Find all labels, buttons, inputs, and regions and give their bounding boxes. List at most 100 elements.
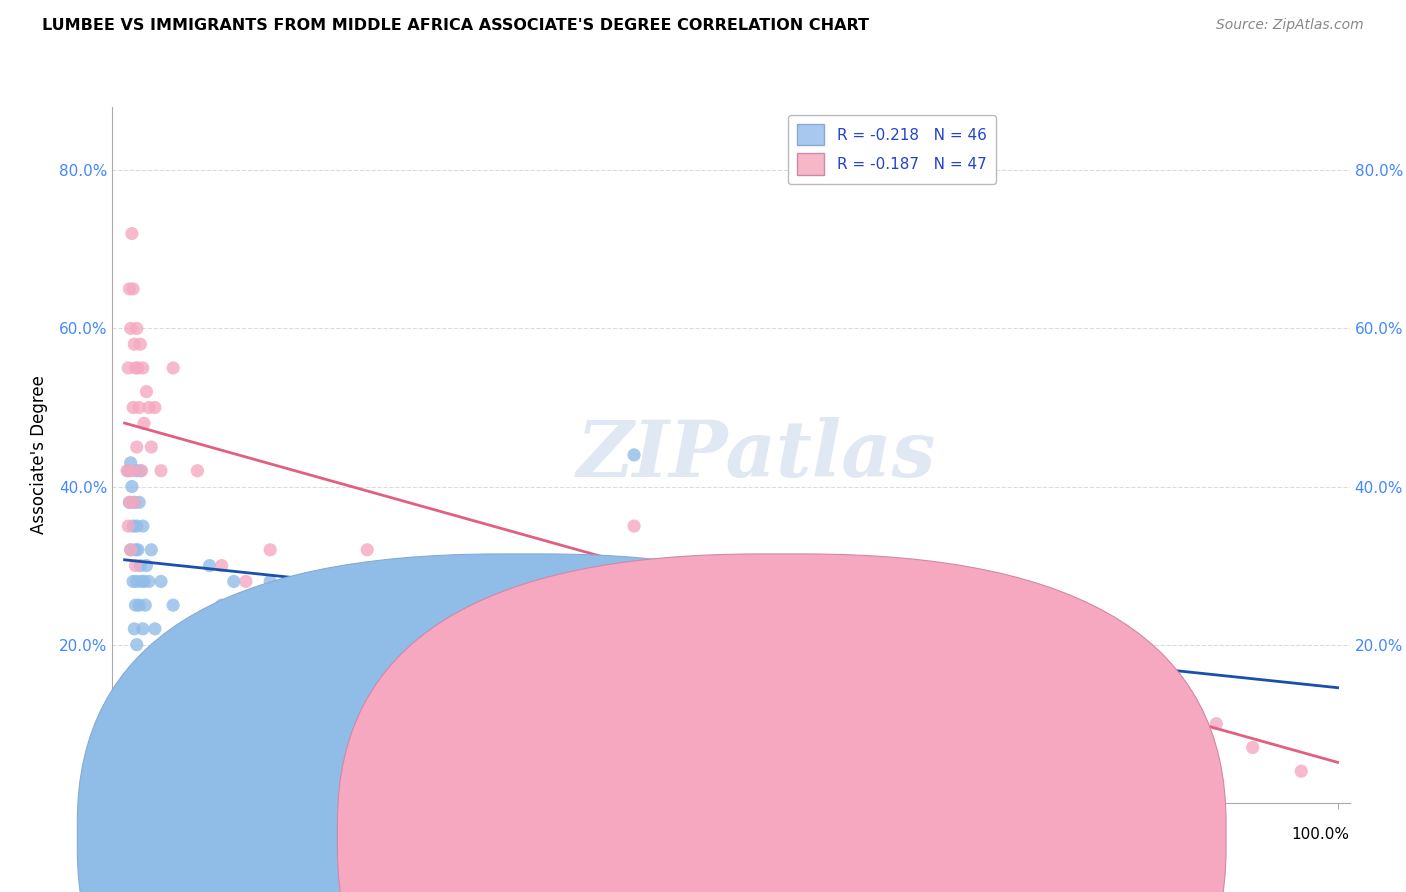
Point (174, 622, 197, 636)
Point (1289, 764, 1312, 779)
Text: LUMBEE VS IMMIGRANTS FROM MIDDLE AFRICA ASSOCIATE'S DEGREE CORRELATION CHART: LUMBEE VS IMMIGRANTS FROM MIDDLE AFRICA … (42, 18, 869, 33)
Point (963, 661, 986, 675)
Point (162, 598, 184, 612)
Point (121, 479, 143, 493)
Point (138, 401, 160, 415)
Point (259, 542, 281, 557)
Point (120, 542, 142, 557)
Point (132, 622, 155, 636)
Point (295, 574, 318, 589)
Point (135, 558, 157, 573)
Point (124, 558, 146, 573)
Point (132, 360, 155, 375)
Point (125, 321, 148, 335)
Point (720, 622, 742, 636)
Point (128, 401, 150, 415)
Text: 0.0%: 0.0% (112, 827, 152, 841)
Point (963, 661, 986, 675)
Point (150, 574, 173, 589)
Point (125, 464, 148, 478)
Point (120, 542, 142, 557)
Point (1144, 693, 1167, 707)
Point (235, 622, 257, 636)
Point (122, 401, 145, 415)
Point (356, 542, 378, 557)
Point (124, 337, 146, 351)
Point (118, 495, 141, 509)
Point (134, 598, 156, 612)
Point (141, 542, 163, 557)
Point (118, 282, 141, 296)
Point (124, 495, 146, 509)
Point (623, 519, 645, 533)
Point (117, 519, 139, 533)
Point (132, 519, 155, 533)
Point (117, 360, 139, 375)
Point (124, 542, 146, 557)
Point (122, 574, 145, 589)
Point (380, 598, 402, 612)
Legend: R = -0.218   N = 46, R = -0.187   N = 47: R = -0.218 N = 46, R = -0.187 N = 47 (787, 115, 995, 184)
Point (132, 417, 155, 431)
Point (121, 464, 143, 478)
Point (120, 321, 142, 335)
Point (127, 542, 149, 557)
Text: Source: ZipAtlas.com: Source: ZipAtlas.com (1216, 18, 1364, 32)
Text: Immigrants from Middle Africa: Immigrants from Middle Africa (813, 827, 1045, 841)
Point (623, 448, 645, 462)
Point (138, 574, 160, 589)
Point (125, 440, 148, 454)
Point (131, 574, 153, 589)
Point (222, 574, 245, 589)
Text: Lumbee: Lumbee (553, 827, 614, 841)
Point (141, 440, 163, 454)
Point (127, 360, 149, 375)
Point (1108, 693, 1130, 707)
Point (453, 574, 475, 589)
Point (124, 598, 146, 612)
Point (135, 384, 157, 399)
Point (117, 464, 139, 478)
Text: 100.0%: 100.0% (1292, 827, 1350, 841)
Point (132, 574, 155, 589)
Point (156, 653, 179, 667)
Point (356, 591, 378, 605)
Point (124, 360, 146, 375)
Point (131, 464, 153, 478)
Point (118, 495, 141, 509)
Point (125, 574, 148, 589)
Point (128, 495, 150, 509)
Point (1241, 740, 1264, 755)
Point (211, 558, 233, 573)
Point (124, 622, 146, 636)
Point (124, 495, 146, 509)
Point (162, 360, 184, 375)
Point (295, 598, 318, 612)
Point (538, 598, 561, 612)
Point (143, 401, 166, 415)
Point (129, 558, 152, 573)
Point (186, 464, 208, 478)
Point (121, 227, 143, 241)
Point (115, 464, 138, 478)
Point (120, 456, 142, 470)
Point (235, 574, 257, 589)
Point (720, 574, 742, 589)
Point (143, 622, 166, 636)
Point (150, 464, 173, 478)
Point (198, 558, 221, 573)
Text: ZIPatlas: ZIPatlas (576, 417, 935, 493)
Point (477, 558, 499, 573)
Point (128, 598, 150, 612)
Point (866, 574, 889, 589)
Point (125, 638, 148, 652)
Y-axis label: Associate's Degree: Associate's Degree (30, 376, 48, 534)
Point (211, 598, 233, 612)
Point (122, 282, 145, 296)
Point (1060, 598, 1083, 612)
Point (780, 622, 803, 636)
Point (129, 337, 152, 351)
Point (129, 464, 152, 478)
Point (122, 519, 145, 533)
Point (259, 574, 281, 589)
